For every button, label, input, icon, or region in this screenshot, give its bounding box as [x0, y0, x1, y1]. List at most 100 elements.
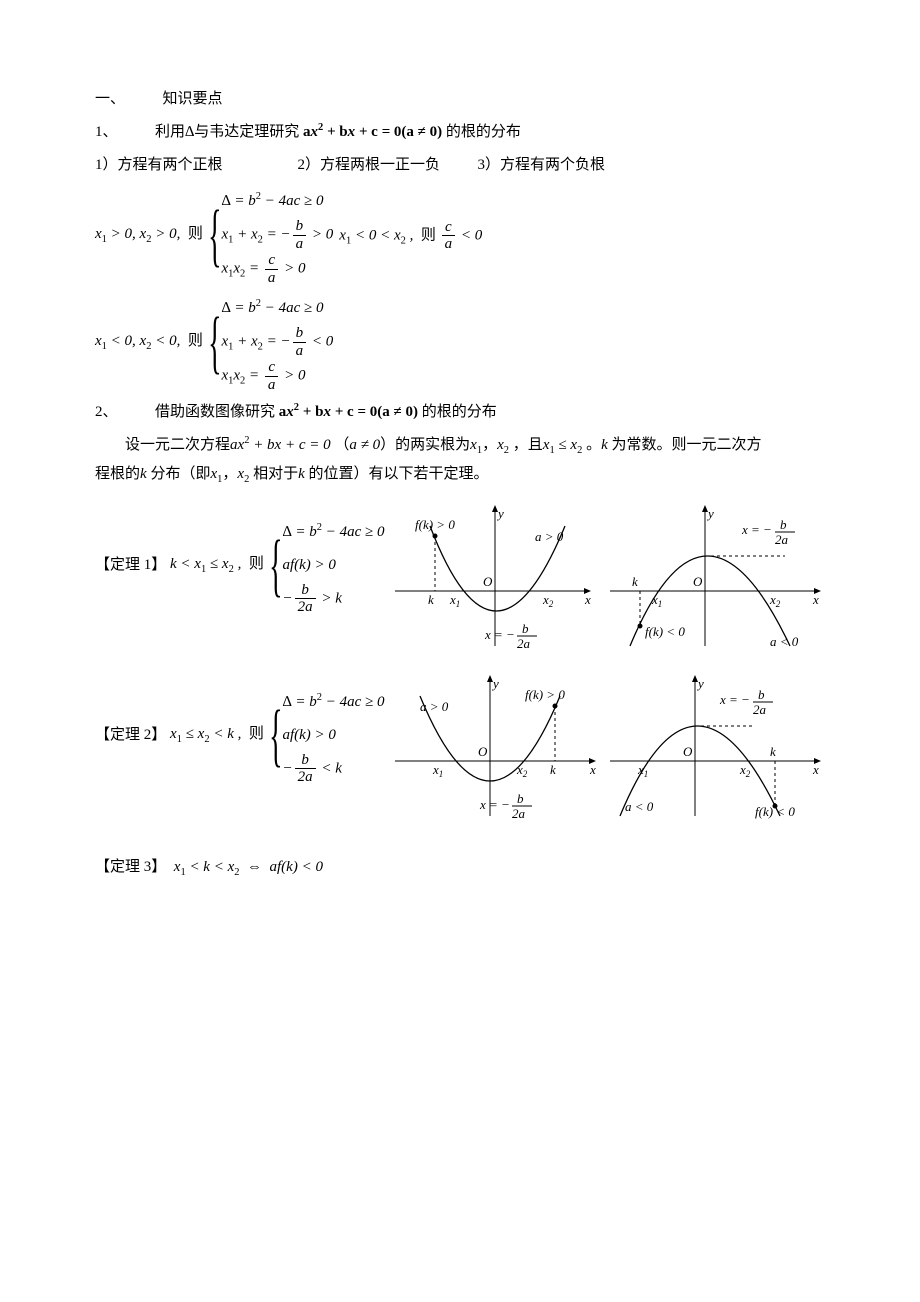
sys1-line2: x1 + x2 = −ba > 0: [221, 218, 333, 252]
svg-text:x: x: [589, 762, 596, 777]
svg-text:f(k) < 0: f(k) < 0: [755, 804, 795, 819]
text: 。: [582, 437, 601, 453]
x2: x2: [237, 466, 249, 482]
svg-text:f(k) > 0: f(k) > 0: [415, 517, 455, 532]
svg-text:b: b: [522, 621, 529, 636]
svg-text:x2: x2: [516, 762, 528, 779]
svg-text:2a: 2a: [512, 806, 526, 821]
sys2-body: ∆ = b2 − 4ac ≥ 0 x1 + x2 = −ba < 0 x1x2 …: [221, 292, 333, 393]
sys1-line1: ∆ = b2 − 4ac ≥ 0: [221, 185, 333, 218]
item-num: 2、: [95, 404, 118, 420]
case-3: 3）方程有两个负根: [478, 157, 606, 173]
svg-text:a > 0: a > 0: [420, 699, 449, 714]
text: ，: [482, 437, 497, 453]
text: 的位置）有以下若干定理。: [305, 466, 489, 482]
left-brace-icon: {: [269, 701, 282, 771]
text: （: [334, 437, 349, 453]
svg-text:2a: 2a: [753, 702, 767, 717]
theo2-line2: af(k) > 0: [282, 719, 384, 752]
svg-text:y: y: [706, 506, 714, 521]
ineq: x1 ≤ x2: [543, 437, 583, 453]
theo2-cond: x1 ≤ x2 < k , 则: [166, 721, 264, 750]
theorem-2: 【定理 2】 x1 ≤ x2 < k , 则 { ∆ = b2 − 4ac ≥ …: [95, 666, 385, 806]
cases-row: 1）方程有两个正根 2）方程两根一正一负 3）方程有两个负根: [95, 152, 825, 179]
text: 为常数。则一元二次方: [608, 437, 762, 453]
k: k: [298, 466, 305, 482]
svg-text:2a: 2a: [775, 532, 789, 547]
svg-text:O: O: [483, 574, 493, 589]
figure-theorem-1: f(k) > 0 a > 0 y x O k x1 x2 x = −b2a y …: [385, 496, 825, 666]
theorem-1: 【定理 1】 k < x1 ≤ x2 , 则 { ∆ = b2 − 4ac ≥ …: [95, 496, 385, 636]
text: ）的两实根为: [380, 437, 470, 453]
system-1: x1 > 0, x2 > 0, 则 { ∆ = b2 − 4ac ≥ 0 x1 …: [95, 185, 825, 286]
text: ，: [222, 466, 237, 482]
svg-text:x: x: [584, 592, 591, 607]
svg-text:b: b: [780, 517, 787, 532]
eq: ax2 + bx + c = 0: [230, 437, 334, 453]
text: 相对于: [249, 466, 298, 482]
text: 程根的: [95, 466, 140, 482]
item-text: 借助函数图像研究: [155, 404, 275, 420]
svg-text:x2: x2: [739, 762, 751, 779]
svg-text:x2: x2: [542, 592, 554, 609]
x1: x1: [470, 437, 482, 453]
left-brace-icon: {: [208, 201, 221, 271]
svg-text:x1: x1: [432, 762, 443, 779]
theo1-body: ∆ = b2 − 4ac ≥ 0 af(k) > 0 −b2a > k: [282, 516, 384, 616]
case-1: 1）方程有两个正根: [95, 157, 223, 173]
sys2-lhs: x1 < 0, x2 < 0, 则: [95, 328, 203, 357]
left-brace-icon: {: [208, 308, 221, 378]
sys1-line3: x1x2 = ca > 0: [221, 252, 333, 286]
k: k: [601, 437, 608, 453]
text: ，且: [509, 437, 543, 453]
svg-text:x: x: [812, 762, 819, 777]
section-title: 知识要点: [163, 91, 223, 107]
svg-text:k: k: [428, 592, 434, 607]
item-text: 利用∆与韦达定理研究: [155, 124, 299, 140]
eq: a ≠ 0: [349, 437, 380, 453]
svg-text:x1: x1: [651, 592, 662, 609]
theo2-line1: ∆ = b2 − 4ac ≥ 0: [282, 686, 384, 719]
figure-theorem-2: a > 0 f(k) > 0 y x O x1 x2 k x = −b2a y …: [385, 666, 825, 836]
sys2-line2: x1 + x2 = −ba < 0: [221, 325, 333, 359]
text: 分布（即: [147, 466, 211, 482]
svg-text:k: k: [632, 574, 638, 589]
theo1-line3: −b2a > k: [282, 582, 384, 616]
svg-text:x: x: [812, 592, 819, 607]
theo2-body: ∆ = b2 − 4ac ≥ 0 af(k) > 0 −b2a < k: [282, 686, 384, 786]
svg-text:x = −: x = −: [479, 797, 510, 812]
item-1: 1、 利用∆与韦达定理研究 ax2 + bx + c = 0(a ≠ 0) 的根…: [95, 119, 825, 146]
x2: x2: [497, 437, 509, 453]
svg-text:a < 0: a < 0: [770, 634, 799, 649]
item-text-post: 的根的分布: [446, 124, 521, 140]
svg-text:a < 0: a < 0: [625, 799, 654, 814]
theo3-cond: x1 < k < x2 ⇔ af(k) < 0: [170, 859, 323, 875]
theo1-line2: af(k) > 0: [282, 549, 384, 582]
theo2-line3: −b2a < k: [282, 752, 384, 786]
system-2: x1 < 0, x2 < 0, 则 { ∆ = b2 − 4ac ≥ 0 x1 …: [95, 292, 825, 393]
svg-text:x = −: x = −: [741, 522, 772, 537]
svg-text:b: b: [517, 791, 524, 806]
text: 设一元二次方程: [125, 437, 230, 453]
svg-text:a > 0: a > 0: [535, 529, 564, 544]
svg-text:2a: 2a: [517, 636, 531, 651]
svg-text:x = −: x = −: [484, 627, 515, 642]
svg-text:b: b: [758, 687, 765, 702]
svg-text:y: y: [496, 506, 504, 521]
k: k: [140, 466, 147, 482]
sys1-lhs: x1 > 0, x2 > 0, 则: [95, 221, 203, 250]
svg-text:k: k: [550, 762, 556, 777]
equation: ax2 + bx + c = 0(a ≠ 0): [303, 124, 446, 140]
x1: x1: [210, 466, 222, 482]
svg-text:y: y: [491, 676, 499, 691]
theorem-label: 【定理 1】: [95, 552, 166, 579]
svg-text:k: k: [770, 744, 776, 759]
sys1-mid: x1 < 0 < x2 , 则 ca < 0: [339, 219, 482, 253]
svg-text:y: y: [696, 676, 704, 691]
sys2-line3: x1x2 = ca > 0: [221, 359, 333, 393]
section-num: 一、: [95, 91, 125, 107]
item-text-post: 的根的分布: [422, 404, 497, 420]
paragraph: 设一元二次方程ax2 + bx + c = 0 （a ≠ 0）的两实根为x1，x…: [95, 432, 825, 490]
theo1-line1: ∆ = b2 − 4ac ≥ 0: [282, 516, 384, 549]
theorem-3: 【定理 3】 x1 < k < x2 ⇔ af(k) < 0: [95, 854, 825, 883]
